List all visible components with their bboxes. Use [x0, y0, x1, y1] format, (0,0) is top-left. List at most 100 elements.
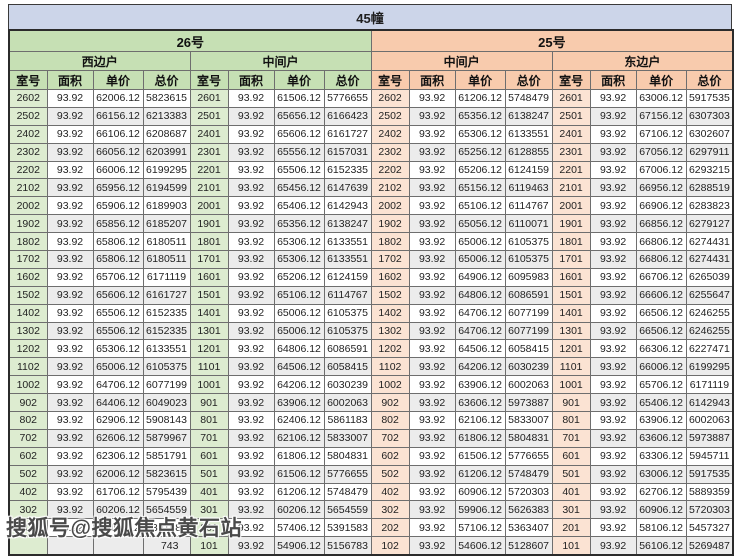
column-header-row: 室号 面积 单价 总价 室号 面积 单价 总价 室号 面积 单价 总价 室号 面…	[8, 70, 734, 90]
price-table: 26号 25号 西边户 中间户 中间户 东边户 室号 面积 单价 总价 室号 面…	[8, 29, 735, 556]
col-header-room: 室号	[370, 70, 410, 90]
room-cell: 1202	[8, 339, 48, 359]
table-row: 1202 93.92 65306.12 6133551 1201 93.92 64806.1…	[8, 339, 734, 359]
room-cell: 801	[551, 411, 591, 430]
room-cell: 2402	[370, 124, 410, 144]
area-cell: 93.92	[46, 250, 94, 269]
area-cell: 93.92	[589, 285, 637, 305]
room-cell: 101	[551, 536, 591, 556]
area-cell: 93.92	[46, 393, 94, 413]
area-cell: 93.92	[227, 321, 275, 341]
area-cell: 93.92	[408, 142, 456, 162]
unit-price-cell: 62706.12	[635, 482, 687, 502]
total-price-cell: 5720303	[504, 482, 553, 502]
total-price-cell: 6058415	[504, 339, 553, 359]
total-price-cell: 6002063	[504, 375, 553, 395]
room-cell: 1201	[189, 339, 229, 359]
unit-price-cell: 64506.12	[454, 339, 506, 359]
area-cell: 93.92	[227, 464, 275, 484]
area-cell: 93.92	[408, 285, 456, 305]
unit-price-cell: 57406.12	[273, 518, 325, 538]
area-cell: 93.92	[589, 178, 637, 198]
unit-price-cell: 61206.12	[273, 482, 325, 502]
total-price-cell: 5804831	[323, 446, 372, 466]
area-cell: 93.92	[589, 142, 637, 162]
unit-price-cell: 66156.12	[92, 106, 144, 126]
unit-price-cell: 61206.12	[454, 89, 506, 108]
unit-price-cell: 65256.12	[454, 142, 506, 162]
area-cell: 93.92	[408, 446, 456, 466]
table-row: 2202 93.92 66006.12 6199295 2201 93.92 65506.1…	[8, 160, 734, 180]
total-price-cell: 5889359	[685, 482, 734, 502]
unit-price-cell: 62906.12	[92, 411, 144, 430]
total-price-cell: 6133551	[323, 250, 372, 269]
building-26-header: 26号	[8, 29, 372, 52]
area-cell: 93.92	[227, 303, 275, 323]
area-cell: 93.92	[408, 536, 456, 556]
unit-price-cell: 65856.12	[92, 214, 144, 234]
unit-price-cell: 64706.12	[92, 375, 144, 395]
area-cell: 93.92	[589, 339, 637, 359]
area-cell: 93.92	[589, 160, 637, 180]
area-cell: 93.92	[46, 267, 94, 287]
area-cell: 93.92	[227, 124, 275, 144]
total-price-cell: 5833007	[504, 411, 553, 430]
room-cell: 1601	[189, 267, 229, 287]
room-cell: 2502	[370, 106, 410, 126]
room-cell: 1801	[189, 232, 229, 252]
unit-price-cell: 58106.12	[635, 518, 687, 538]
total-price-cell: 6180511	[142, 232, 191, 252]
area-cell: 93.92	[227, 196, 275, 216]
unit-price-cell: 65056.12	[454, 214, 506, 234]
building-title: 45幢	[8, 4, 732, 29]
area-cell: 93.92	[408, 178, 456, 198]
total-price-cell: 6095983	[504, 267, 553, 287]
unit-price-cell: 66006.12	[92, 160, 144, 180]
total-price-cell: 6110071	[504, 214, 553, 234]
room-cell: 1502	[8, 285, 48, 305]
room-cell: 201	[551, 518, 591, 538]
unit-price-cell: 65006.12	[454, 232, 506, 252]
total-price-cell: 5879967	[142, 428, 191, 448]
total-price-cell: 6166423	[323, 106, 372, 126]
room-cell: 1902	[8, 214, 48, 234]
unit-price-cell: 60906.12	[635, 500, 687, 520]
room-cell: 202	[8, 518, 48, 538]
unit-price-cell: 65806.12	[92, 232, 144, 252]
room-cell: 2601	[551, 89, 591, 108]
area-cell: 93.92	[227, 446, 275, 466]
total-price-cell: 6142943	[323, 196, 372, 216]
unit-price-cell: 65306.12	[92, 339, 144, 359]
area-cell: 93.92	[46, 160, 94, 180]
unit-price-cell: 65206.12	[273, 267, 325, 287]
unit-price-cell: 65956.12	[92, 178, 144, 198]
room-cell: 2502	[8, 106, 48, 126]
room-cell: 1101	[189, 357, 229, 377]
room-cell: 2501	[551, 106, 591, 126]
unit-price-cell: 66606.12	[635, 285, 687, 305]
area-cell: 93.92	[408, 214, 456, 234]
unit-price-cell: 63606.12	[635, 428, 687, 448]
total-price-cell: 6297911	[685, 142, 734, 162]
total-price-cell: 6199295	[685, 357, 734, 377]
area-cell: 93.92	[227, 375, 275, 395]
area-cell: 93.92	[227, 89, 275, 108]
total-price-cell: 6105375	[323, 321, 372, 341]
unit-price-cell: 66806.12	[635, 232, 687, 252]
price-table-body: 2602 93.92 62006.12 5823615 2601 93.92 61506.1…	[8, 89, 734, 556]
table-row: 1002 93.92 64706.12 6077199 1001 93.92 64206.1…	[8, 375, 734, 395]
room-cell: 1602	[8, 267, 48, 287]
total-price-cell: 5626383	[504, 500, 553, 520]
room-cell: 401	[189, 482, 229, 502]
unit-price-cell: 62306.12	[92, 446, 144, 466]
area-cell: 93.92	[227, 482, 275, 502]
unit-price-cell: 65506.12	[92, 303, 144, 323]
room-cell: 2202	[8, 160, 48, 180]
room-cell: 1101	[551, 357, 591, 377]
table-row: 1702 93.92 65806.12 6180511 1701 93.92 65306.1…	[8, 250, 734, 269]
room-cell: 1601	[551, 267, 591, 287]
area-cell: 93.92	[46, 232, 94, 252]
room-cell: 1001	[189, 375, 229, 395]
unit-price-cell: 61506.12	[273, 89, 325, 108]
unit-price-cell: 66306.12	[635, 339, 687, 359]
